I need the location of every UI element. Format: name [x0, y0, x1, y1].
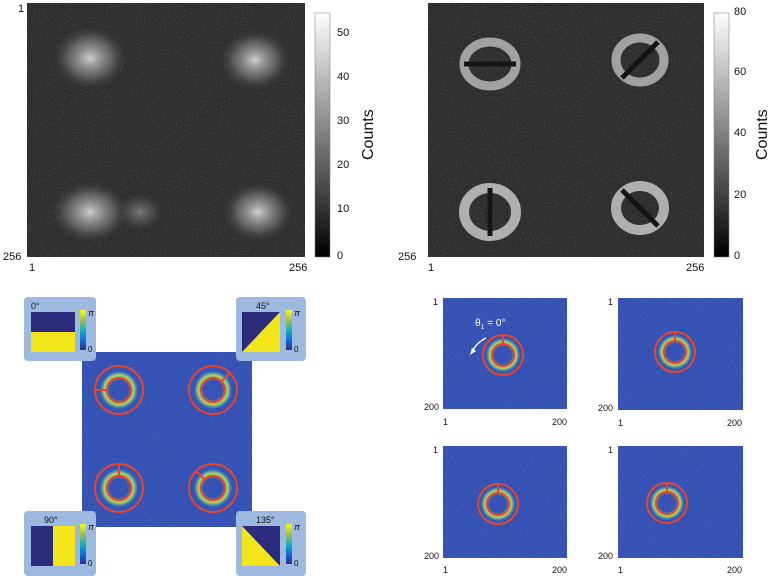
ring-spot-bottom-right — [611, 181, 669, 235]
phase-colorbar — [286, 524, 292, 564]
x-tick-label-left: 1 — [443, 417, 449, 427]
x-tick-label-left: 1 — [618, 418, 624, 428]
pi-label: π — [88, 522, 95, 532]
y-tick-label-bottom: 200 — [424, 551, 440, 561]
colorbar-tick: 80 — [734, 6, 747, 18]
colorbar-gray — [314, 12, 331, 258]
panel-top-right — [428, 3, 730, 258]
ring-bottom-left — [94, 463, 144, 513]
phase-mask-right — [53, 526, 75, 566]
zero-label: 0 — [294, 559, 299, 568]
y-tick-label-bottom: 256 — [398, 251, 417, 263]
colorbar-gray — [713, 12, 730, 258]
zero-label: 0 — [88, 345, 93, 354]
inset-angle-label: 45° — [256, 301, 270, 311]
panel-top-left — [27, 3, 331, 258]
zero-label: 0 — [294, 345, 299, 354]
y-tick-label-bottom: 200 — [424, 402, 440, 412]
colorbar-tick: 40 — [734, 127, 747, 139]
ring-spot-top-left — [459, 37, 521, 91]
phase-mask-bottom — [31, 332, 75, 352]
colorbar-tick: 0 — [337, 250, 344, 262]
inset-90deg: 90° π 0 — [24, 511, 96, 576]
spot-top-right — [217, 28, 293, 92]
panel-bottom-left — [82, 352, 252, 527]
y-tick-label-top: 1 — [18, 3, 25, 15]
pi-label: π — [294, 522, 301, 532]
colorbar-label: Counts — [360, 109, 377, 160]
colorbar-tick: 40 — [337, 71, 350, 83]
x-tick-label-left: 1 — [428, 262, 435, 274]
subplot-4 — [618, 446, 743, 558]
colorbar-tick: 60 — [734, 66, 747, 78]
x-tick-label-right: 200 — [727, 418, 743, 428]
x-tick-label-right: 256 — [289, 262, 308, 274]
x-tick-label-left: 1 — [618, 565, 624, 575]
colorbar-label: Counts — [754, 109, 768, 160]
subplot-3 — [443, 446, 567, 558]
inset-135deg: 135° π 0 — [236, 511, 306, 576]
y-tick-label-top: 1 — [433, 297, 439, 307]
phase-colorbar — [80, 310, 86, 350]
x-tick-label-right: 200 — [727, 565, 743, 575]
y-tick-label-bottom: 200 — [598, 403, 614, 413]
inset-angle-label: 0° — [31, 301, 40, 311]
phase-mask-diagonal — [242, 312, 280, 352]
pi-label: π — [88, 308, 95, 318]
arrow-head — [470, 348, 476, 355]
subplot-1 — [443, 298, 567, 409]
x-tick-label-right: 200 — [552, 417, 568, 427]
ring-spot-bottom-left — [459, 183, 521, 241]
phase-colorbar — [80, 524, 86, 564]
subplot-2 — [618, 298, 743, 410]
ring-top-right — [188, 365, 238, 415]
x-tick-label-right: 200 — [552, 565, 568, 575]
inset-0deg: 0° π 0 — [24, 297, 96, 361]
phase-mask-top — [31, 312, 75, 332]
colorbar-tick: 30 — [337, 115, 350, 127]
colorbar-tick: 20 — [734, 189, 747, 201]
y-tick-label-top: 1 — [608, 297, 614, 307]
spot-top-left — [50, 24, 130, 92]
spot-bottom-mid — [115, 192, 165, 232]
theta-annotation: θ1 = 0° — [475, 318, 506, 331]
y-tick-label-top: 1 — [608, 445, 614, 455]
colorbar-tick: 0 — [734, 250, 741, 262]
phase-colorbar — [286, 310, 292, 350]
x-tick-label-right: 256 — [686, 262, 705, 274]
inset-angle-label: 90° — [44, 515, 58, 525]
y-tick-label-bottom: 200 — [598, 551, 614, 561]
x-tick-label-left: 1 — [443, 565, 449, 575]
zero-label: 0 — [88, 559, 93, 568]
x-tick-label-left: 1 — [29, 262, 36, 274]
inset-angle-label: 135° — [256, 515, 275, 525]
pi-label: π — [294, 308, 301, 318]
inset-45deg: 45° π 0 — [236, 297, 306, 361]
colorbar-tick: 10 — [337, 203, 350, 215]
colorbar-tick: 20 — [337, 159, 350, 171]
y-tick-label-top: 1 — [433, 445, 439, 455]
y-tick-label-bottom: 256 — [3, 251, 22, 263]
spot-bottom-right — [220, 180, 296, 244]
ring-spot-top-right — [611, 33, 669, 87]
colorbar-tick: 50 — [337, 27, 350, 39]
phase-mask-diagonal — [242, 526, 280, 566]
ring-bottom-right — [188, 463, 238, 513]
phase-mask-left — [31, 526, 53, 566]
spot-bottom-left — [48, 179, 132, 245]
panel-bottom-right-grid — [443, 298, 743, 558]
ring-top-left — [94, 365, 144, 415]
